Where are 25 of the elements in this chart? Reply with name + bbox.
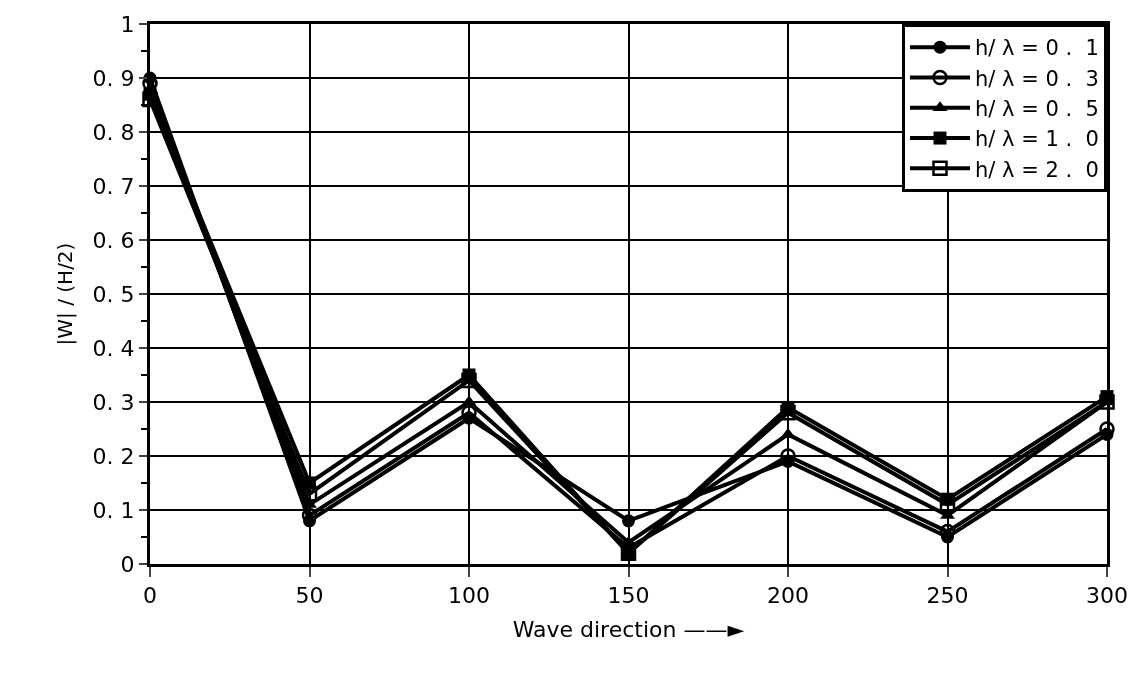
y-tick-label: 0. 7 — [92, 173, 135, 199]
y-tick-label: 0. 2 — [92, 443, 135, 469]
y-tick-label: 1 — [120, 11, 135, 37]
y-tick-label: 0. 1 — [92, 497, 135, 523]
y-tick-label: 0. 5 — [92, 281, 135, 307]
y-tick-label: 0. 3 — [92, 389, 135, 415]
x-tick-label: 200 — [767, 583, 809, 609]
legend-label: h/ λ = 0 . 5 — [975, 96, 1099, 121]
x-tick-label: 100 — [448, 583, 490, 609]
y-tick-label: 0. 6 — [92, 227, 135, 253]
x-tick-label: 250 — [926, 583, 969, 609]
x-axis-title: Wave direction ——► — [512, 617, 745, 643]
x-tick-label: 0 — [143, 583, 157, 609]
y-tick-label: 0. 4 — [92, 335, 135, 361]
legend-label: h/ λ = 2 . 0 — [975, 157, 1099, 182]
x-tick-label: 300 — [1086, 583, 1128, 609]
y-tick-label: 0 — [120, 551, 135, 577]
legend-label: h/ λ = 1 . 0 — [975, 127, 1099, 152]
legend-label: h/ λ = 0 . 1 — [975, 36, 1099, 61]
y-axis-title: |W| / (H/2) — [53, 242, 78, 346]
x-tick-label: 50 — [295, 583, 324, 609]
y-tick-label: 0. 9 — [92, 65, 135, 91]
x-tick-label: 150 — [607, 583, 650, 609]
y-tick-label: 0. 8 — [92, 119, 135, 145]
legend-label: h/ λ = 0 . 3 — [975, 66, 1099, 91]
